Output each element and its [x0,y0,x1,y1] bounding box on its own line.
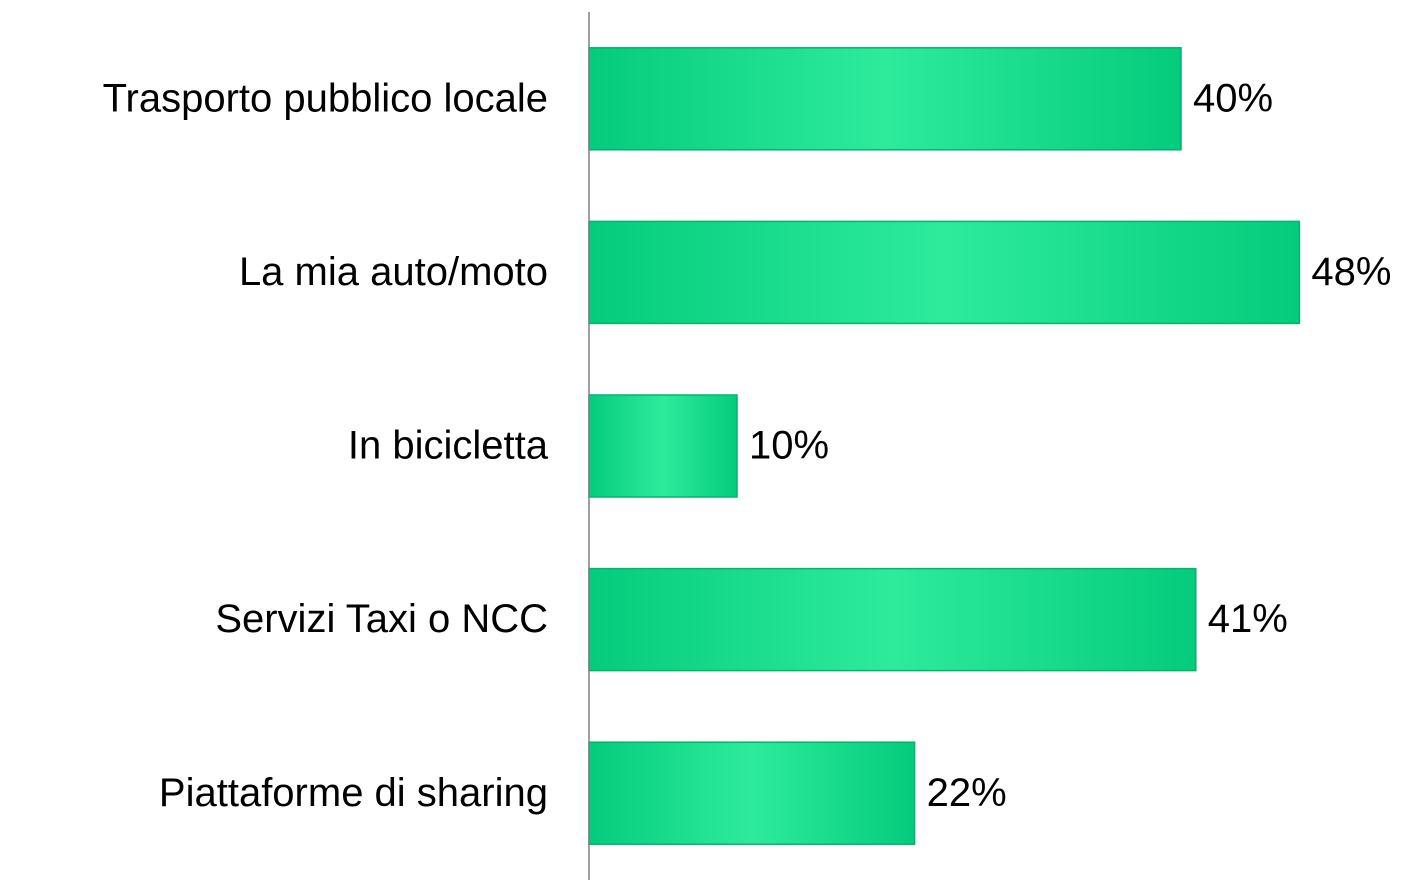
bar [588,394,738,498]
bar [588,220,1301,325]
y-tick-label: In bicicletta [348,424,549,468]
bar [588,567,1197,672]
bar [588,47,1182,151]
value-label: 22% [927,771,1007,815]
y-tick-label: Servizi Taxi o NCC [215,597,548,641]
y-tick-label: La mia auto/moto [239,250,548,294]
y-tick-label: Piattaforme di sharing [159,771,548,815]
bar [588,741,916,845]
value-label: 41% [1208,597,1288,641]
y-tick-label: Trasporto pubblico locale [103,76,548,120]
value-label: 40% [1193,76,1273,120]
value-label: 10% [749,424,829,468]
value-label: 48% [1311,250,1391,294]
